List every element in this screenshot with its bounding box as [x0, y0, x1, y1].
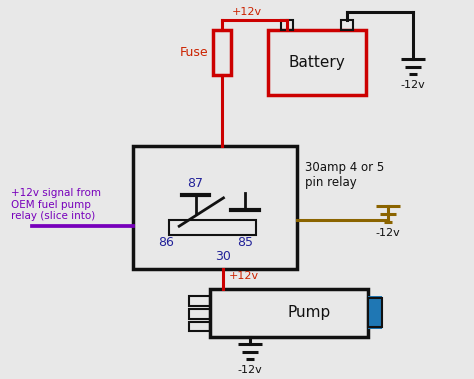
Text: 30amp 4 or 5
pin relay: 30amp 4 or 5 pin relay	[305, 161, 384, 189]
Text: Fuse: Fuse	[180, 46, 209, 59]
Bar	[133, 146, 297, 269]
Bar	[189, 296, 210, 306]
Bar	[210, 289, 368, 337]
Text: 87: 87	[188, 177, 203, 190]
Bar	[189, 309, 210, 319]
Text: -12v: -12v	[376, 228, 401, 238]
Bar	[368, 298, 382, 327]
Text: Pump: Pump	[288, 305, 331, 320]
Text: -12v: -12v	[401, 80, 425, 90]
Text: 86: 86	[158, 236, 174, 249]
Bar	[368, 296, 382, 329]
Bar	[189, 322, 210, 331]
Bar	[213, 30, 231, 75]
Text: +12v signal from
OEM fuel pump
relay (slice into): +12v signal from OEM fuel pump relay (sl…	[11, 188, 100, 221]
Bar	[341, 20, 353, 30]
Text: 30: 30	[216, 251, 231, 263]
Text: Battery: Battery	[289, 55, 346, 70]
Text: +12v: +12v	[232, 7, 262, 17]
Bar	[169, 220, 256, 235]
Bar	[268, 30, 366, 95]
Text: 85: 85	[237, 236, 253, 249]
Bar	[282, 20, 293, 30]
Text: +12v: +12v	[228, 271, 258, 281]
Text: -12v: -12v	[237, 365, 262, 375]
